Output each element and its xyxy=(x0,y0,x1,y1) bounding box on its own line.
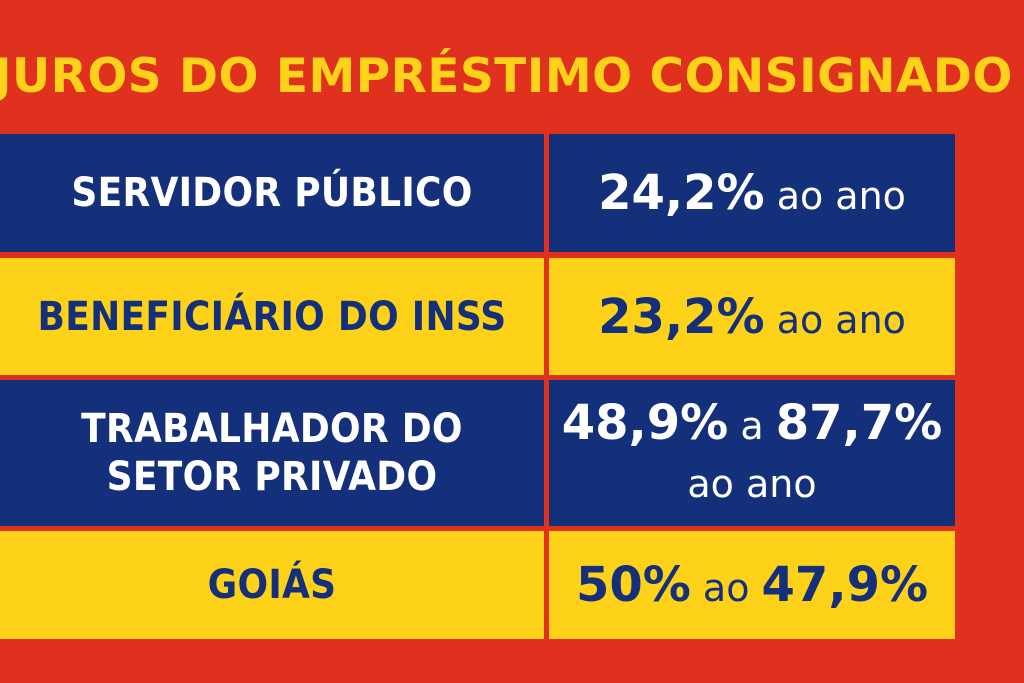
row-label-cell: BENEFICIÁRIO DO INSS xyxy=(0,258,544,375)
rate-unit: ao ano xyxy=(687,461,817,506)
rate-number-min: 48,9% xyxy=(561,394,729,451)
rate-range: 48,9% a 87,7% xyxy=(562,398,943,459)
row-value-cell: 24,2% ao ano xyxy=(549,134,955,252)
page-title: JUROS DO EMPRÉSTIMO CONSIGNADO xyxy=(0,49,1013,104)
rate-unit: ao ano xyxy=(764,174,906,218)
rate-number: 23,2% xyxy=(598,288,765,345)
row-label: GOIÁS xyxy=(207,562,337,608)
row-label: SERVIDOR PÚBLICO xyxy=(71,170,473,216)
row-value-cell: 50% ao 47,9% xyxy=(549,531,955,639)
rate-number-max: 87,7% xyxy=(775,394,943,451)
row-value-cell: 23,2% ao ano xyxy=(549,258,955,375)
rate-unit: ao ano xyxy=(764,297,906,342)
row-label-line-2: SETOR PRIVADO xyxy=(106,454,438,500)
rate-range: 50% ao 47,9% xyxy=(576,557,928,613)
table-row-trabalhador-setor-privado: TRABALHADOR DO SETOR PRIVADO 48,9% a 87,… xyxy=(0,380,955,526)
row-label-cell: GOIÁS xyxy=(0,531,544,639)
rate-connector: ao xyxy=(690,566,762,610)
table-row-goias: GOIÁS 50% ao 47,9% xyxy=(0,531,955,639)
row-value-cell: 48,9% a 87,7% ao ano xyxy=(549,380,955,526)
row-label: BENEFICIÁRIO DO INSS xyxy=(37,293,507,340)
row-label-cell: SERVIDOR PÚBLICO xyxy=(0,134,544,252)
rate-number-min: 50% xyxy=(575,557,691,613)
rate-value: 23,2% ao ano xyxy=(598,289,906,345)
row-label-cell: TRABALHADOR DO SETOR PRIVADO xyxy=(0,380,544,526)
table-row-servidor-publico: SERVIDOR PÚBLICO 24,2% ao ano xyxy=(0,134,955,252)
row-label-line-1: TRABALHADOR DO xyxy=(81,406,463,452)
table-row-beneficiario-inss: BENEFICIÁRIO DO INSS 23,2% ao ano xyxy=(0,258,955,375)
rate-value: 24,2% ao ano xyxy=(598,165,906,221)
rate-number: 24,2% xyxy=(598,165,765,221)
rate-connector: a xyxy=(728,403,776,448)
rate-number-max: 47,9% xyxy=(761,557,929,613)
